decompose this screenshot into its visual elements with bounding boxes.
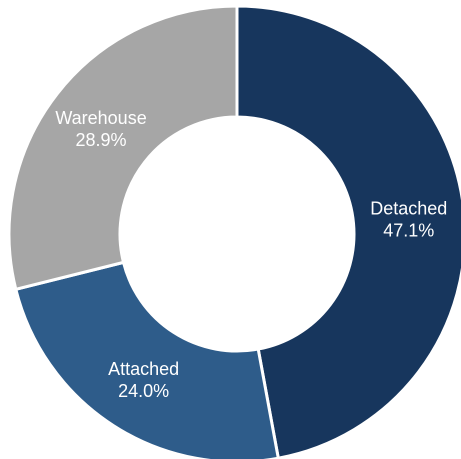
- slice-value-warehouse: 28.9%: [76, 130, 127, 150]
- slice-label-attached: Attached: [108, 359, 179, 379]
- slice-value-detached: 47.1%: [383, 220, 434, 240]
- slice-attached: [13, 260, 280, 459]
- slice-label-detached: Detached: [370, 198, 447, 218]
- slices-layer: [7, 4, 461, 459]
- slice-warehouse: [7, 4, 239, 292]
- slice-detached: [235, 4, 461, 459]
- slice-value-attached: 24.0%: [118, 381, 169, 401]
- slice-label-warehouse: Warehouse: [55, 108, 146, 128]
